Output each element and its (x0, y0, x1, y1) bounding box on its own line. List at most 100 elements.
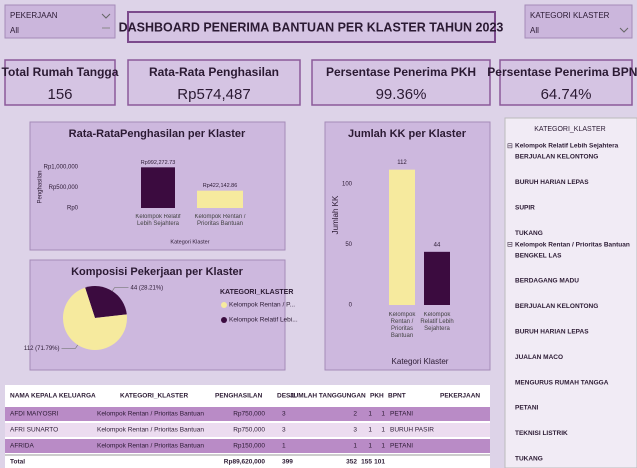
slicer[interactable] (524, 4, 633, 39)
card-label: Persentase Penerima BPNT (487, 65, 637, 79)
table-cell: AFRIDA (10, 443, 35, 450)
data-label: 44 (28.21%) (130, 285, 163, 291)
table-cell: 1 (381, 443, 385, 450)
card (127, 59, 301, 106)
table-cell: 1 (368, 427, 372, 434)
card-value: 64.74% (541, 86, 592, 103)
card-label: Total Rumah Tangga (2, 65, 119, 79)
table-row (5, 407, 490, 421)
card (499, 59, 633, 106)
y-axis-label: Jumlah KK (331, 195, 340, 234)
x-tick-label-box: Kelompok Rentan / Prioritas Bantuan (194, 214, 246, 227)
slicer-value: All (530, 26, 539, 35)
dashboard-title: DASHBOARD PENERIMA BANTUAN PER KLASTER T… (119, 20, 504, 34)
total-cell: Rp89,620,000 (224, 459, 266, 466)
slicer-title: PEKERJAAN (10, 11, 58, 20)
x-tick-label-box: Kelompok Relatif Lebih Sejahtera (135, 214, 181, 227)
list-panel (504, 117, 637, 468)
chevron (619, 27, 629, 33)
list-item-label: JUALAN MACO (515, 354, 563, 361)
y-tick-label: Rp0 (67, 206, 79, 212)
list-item-label: BERJUALAN KELONTONG (515, 154, 598, 161)
y-tick-label: Rp500,000 (49, 185, 79, 191)
pie-slice (62, 287, 127, 350)
table-cell: AFDI MAIYOSRI (10, 411, 59, 418)
table-row (5, 423, 490, 437)
pie-slice (85, 286, 127, 318)
y-tick-label: 0 (349, 303, 353, 309)
group-icon: ⊟ (507, 143, 513, 150)
table-cell: Kelompok Rentan / Prioritas Bantuan (97, 427, 204, 434)
table-cell: 1 (381, 411, 385, 418)
table-cell: Rp750,000 (233, 411, 265, 418)
y-axis-label: Penghasilan (38, 170, 44, 203)
table-cell: 3 (282, 427, 286, 434)
x-tick-label: Kelompok Rentan / Prioritas Bantuan (388, 312, 416, 339)
bar (141, 167, 175, 208)
card-label: Rata-Rata Penghasilan (149, 65, 279, 79)
table-cell: 1 (353, 443, 357, 450)
table-cell: Kelompok Rentan / Prioritas Bantuan (97, 443, 204, 450)
data-label: Rp992,272.73 (141, 160, 176, 166)
list-item-label: BURUH HARIAN LEPAS (515, 179, 589, 186)
card-value: Rp574,487 (177, 86, 250, 103)
y-tick-label: 50 (345, 242, 352, 248)
chevron (101, 13, 111, 19)
data-label: Rp422,142.86 (203, 183, 238, 189)
x-tick-label-box: Kelompok Relatif Lebih Sejahtera (420, 312, 453, 332)
card (311, 59, 491, 106)
group-name: Kelompok Relatif Lebih Sejahtera (515, 143, 619, 150)
table-cell: 1 (381, 427, 385, 434)
list-title: KATEGORI_KLASTER (534, 126, 605, 133)
list-item-label: BERDAGANG MADU (515, 278, 579, 285)
chart-title: Rata-RataPenghasilan per Klaster (69, 128, 246, 140)
list-item-label: PETANI (515, 405, 539, 412)
chart-title: Komposisi Pekerjaan per Klaster (71, 266, 244, 278)
x-axis-label: Kategori Klaster (392, 357, 449, 366)
list-item-label: TEKNISI LISTRIK (515, 430, 568, 437)
list-item-label: BENGKEL LAS (515, 252, 562, 259)
total-cell: 155 (361, 459, 372, 466)
group-icon: ⊟ (507, 241, 513, 248)
list-item-label: SUPIR (515, 205, 535, 212)
list-item-label: TUKANG (515, 456, 543, 463)
list-item-label: BERJUALAN KELONTONG (515, 303, 598, 310)
legend-swatch (221, 302, 227, 308)
column-header: NAMA KEPALA KELUARGA (10, 393, 96, 400)
legend-title: KATEGORI_KLASTER (220, 289, 293, 296)
list-item-label: TUKANG (515, 230, 543, 237)
legend-swatch (221, 317, 227, 323)
legend-label: Kelompok Relatif Lebi... (229, 317, 298, 324)
data-label: 112 (71.79%) (24, 346, 60, 352)
table-cell: 1 (368, 411, 372, 418)
data-label: 44 (434, 242, 441, 248)
column-header: PENGHASILAN (215, 393, 263, 400)
column-header: PEKERJAAN (440, 393, 480, 400)
total-cell: 101 (374, 459, 385, 466)
table-cell: PETANI (390, 443, 413, 450)
table-row (5, 439, 490, 453)
slicer-value: All (10, 26, 19, 35)
column-header: BPNT (388, 393, 406, 400)
total-cell: Total (10, 459, 25, 466)
table-cell: PETANI (390, 411, 413, 418)
leader-line (61, 344, 78, 349)
x-tick-label: Kelompok Rentan / Prioritas Bantuan (194, 214, 246, 227)
y-tick-label: 100 (342, 182, 353, 188)
column-header: JUMLAH TANGGUNGAN (290, 393, 366, 400)
data-label: 112 (397, 160, 407, 166)
bar (424, 251, 450, 305)
x-tick-label: Kelompok Relatif Lebih Sejahtera (135, 214, 181, 227)
leader-line (112, 287, 129, 292)
table-cell: Kelompok Rentan / Prioritas Bantuan (97, 411, 204, 418)
table-cell: BURUH PASIR (390, 427, 434, 434)
table-cell: Rp150,000 (233, 443, 265, 450)
x-axis-label: Kategori Klaster (170, 239, 209, 245)
table-cell: 1 (282, 443, 286, 450)
card-value: 156 (47, 86, 72, 103)
slicer-title: KATEGORI KLASTER (530, 11, 610, 20)
slicer[interactable] (4, 4, 116, 39)
bar (197, 190, 243, 208)
card (4, 59, 116, 106)
